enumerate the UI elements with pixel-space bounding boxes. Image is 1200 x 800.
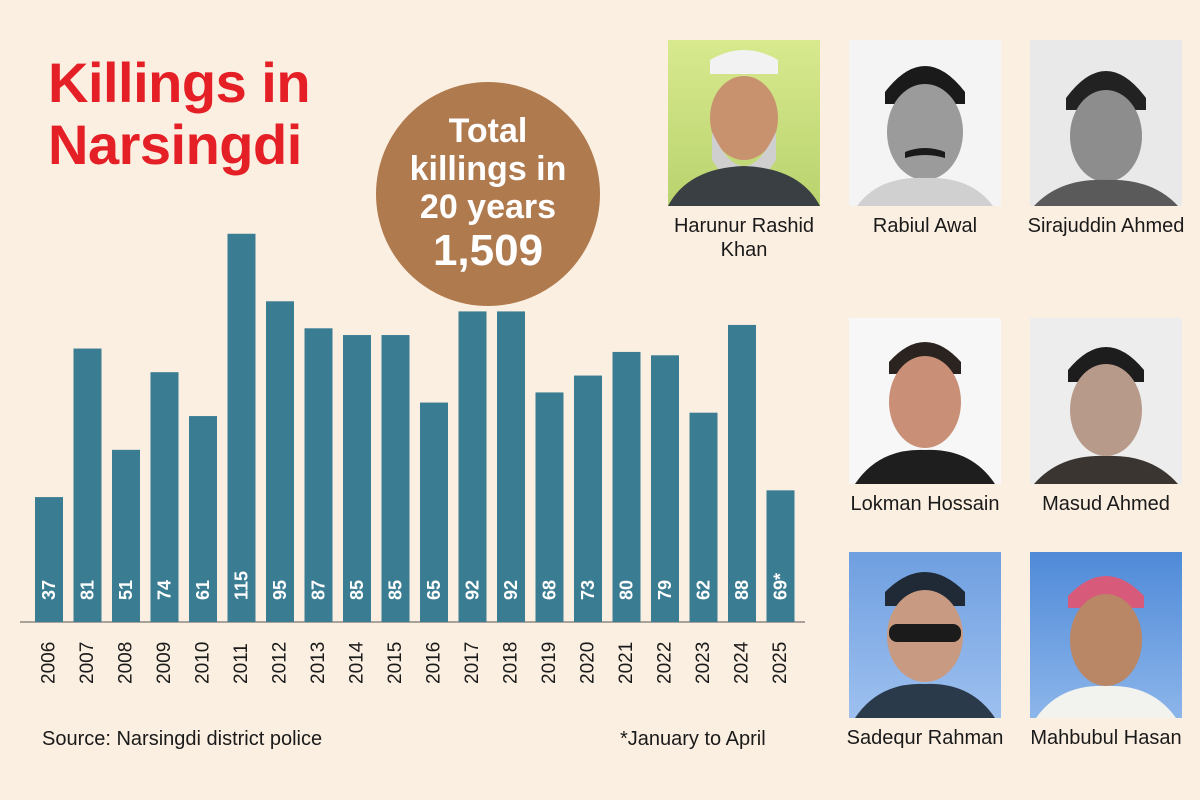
person-name: Lokman Hossain — [850, 493, 1000, 515]
x-tick-label-2024: 2024 — [732, 641, 753, 684]
portrait-icon — [857, 66, 993, 206]
data-label-2007: 81 — [78, 580, 98, 600]
x-tick-label-2020: 2020 — [578, 642, 599, 684]
data-label-2009: 74 — [155, 580, 175, 600]
bar-2011 — [227, 233, 256, 622]
bar-2014 — [343, 335, 371, 622]
x-tick-label-2018: 2018 — [501, 642, 522, 684]
data-label-2013: 87 — [309, 580, 329, 600]
data-label-2017: 92 — [463, 580, 483, 600]
person-card: Lokman Hossain — [845, 318, 1005, 516]
person-name: Masud Ahmed — [1042, 493, 1170, 515]
x-tick-label-2015: 2015 — [385, 642, 406, 684]
person-card: Rabiul Awal — [845, 40, 1005, 238]
data-label-2018: 92 — [501, 580, 521, 600]
data-label-2022: 79 — [655, 580, 675, 600]
bar-2007 — [73, 348, 102, 622]
portrait-photo — [1030, 40, 1182, 206]
portrait-photo — [1030, 318, 1182, 484]
data-label-2015: 85 — [386, 580, 406, 600]
data-label-2008: 51 — [116, 580, 136, 600]
x-tick-label-2011: 2011 — [231, 643, 252, 684]
portrait-icon — [1034, 71, 1178, 206]
person-name: Sirajuddin Ahmed — [1027, 215, 1185, 237]
person-card: Sirajuddin Ahmed — [1026, 40, 1186, 238]
x-tick-label-2021: 2021 — [616, 642, 637, 684]
bar-2016 — [420, 402, 448, 622]
x-tick-label-2006: 2006 — [39, 642, 60, 684]
x-tick-label-2016: 2016 — [424, 642, 445, 684]
data-label-2021: 80 — [617, 580, 637, 600]
bar-2019 — [535, 392, 564, 622]
x-tick-label-2012: 2012 — [270, 642, 291, 684]
title-line-2: Narsingdi — [48, 113, 302, 176]
portrait-icon — [855, 342, 995, 484]
bar-2015 — [381, 335, 410, 622]
person-name: Harunur Rashid Khan — [673, 215, 815, 261]
bar-2012 — [266, 301, 294, 622]
person-card: Sadequr Rahman — [845, 552, 1005, 750]
total-killings-badge: Total killings in 20 years 1,509 — [376, 82, 600, 306]
person-card: Mahbubul Hasan — [1026, 552, 1186, 750]
page-title: Killings in Narsingdi — [48, 51, 311, 176]
title-line-1: Killings in — [48, 51, 311, 114]
bar-2018 — [497, 311, 525, 622]
person-name: Sadequr Rahman — [846, 727, 1004, 749]
data-label-2014: 85 — [347, 580, 367, 600]
bar-2020 — [574, 375, 602, 622]
x-tick-label-2008: 2008 — [116, 642, 137, 684]
portrait-icon — [668, 50, 820, 206]
x-tick-label-2025: 2025 — [770, 642, 791, 684]
bar-2022 — [651, 355, 679, 622]
data-label-2011: 115 — [232, 571, 252, 600]
x-tick-label-2023: 2023 — [693, 642, 714, 684]
person-card: Harunur Rashid Khan — [664, 40, 824, 262]
footnote: *January to April — [620, 728, 766, 750]
bar-2025 — [766, 490, 795, 622]
source-note: Source: Narsingdi district police — [42, 728, 323, 750]
data-label-2006: 37 — [39, 580, 59, 600]
x-tick-label-2009: 2009 — [154, 642, 175, 684]
x-tick-label-2013: 2013 — [308, 642, 329, 684]
portrait-photo — [849, 552, 1001, 718]
bar-2006 — [35, 497, 63, 622]
portrait-photo — [1030, 552, 1182, 718]
portrait-icon — [855, 572, 995, 718]
x-tick-label-2007: 2007 — [77, 642, 98, 684]
x-tick-label-2010: 2010 — [193, 642, 214, 684]
bar-2008 — [112, 449, 140, 622]
bar-2010 — [189, 416, 217, 622]
portrait-icon — [1036, 576, 1176, 718]
bar-2017 — [458, 311, 487, 622]
portrait-photo — [849, 318, 1001, 484]
person-name: Rabiul Awal — [872, 215, 978, 237]
data-label-2012: 95 — [270, 580, 290, 600]
bar-2024 — [728, 324, 756, 622]
bar-2021 — [612, 351, 641, 622]
total-killings-label: Total killings in 20 years — [409, 112, 567, 226]
data-label-2023: 62 — [694, 580, 714, 600]
data-label-2010: 61 — [193, 580, 213, 600]
x-tick-label-2017: 2017 — [462, 642, 483, 684]
portrait-icon — [1034, 347, 1178, 484]
bar-2009 — [150, 372, 179, 622]
x-tick-label-2022: 2022 — [655, 642, 676, 684]
bar-2023 — [689, 412, 718, 622]
data-label-2025: 69* — [771, 573, 791, 600]
data-label-2016: 65 — [424, 580, 444, 600]
bar-chart: 37 2006 81 2007 51 2008 74 2009 61 2010 115 2011 95 2… — [20, 233, 805, 684]
person-name: Mahbubul Hasan — [1030, 727, 1182, 749]
person-card: Masud Ahmed — [1026, 318, 1186, 516]
x-tick-label-2019: 2019 — [539, 642, 560, 684]
portrait-photo — [849, 40, 1001, 206]
data-label-2024: 88 — [732, 580, 752, 600]
portrait-photo — [668, 40, 820, 206]
total-killings-value: 1,509 — [432, 226, 544, 275]
data-label-2019: 68 — [540, 580, 560, 600]
bar-2013 — [304, 328, 333, 622]
x-tick-label-2014: 2014 — [347, 641, 368, 684]
data-label-2020: 73 — [578, 580, 598, 600]
